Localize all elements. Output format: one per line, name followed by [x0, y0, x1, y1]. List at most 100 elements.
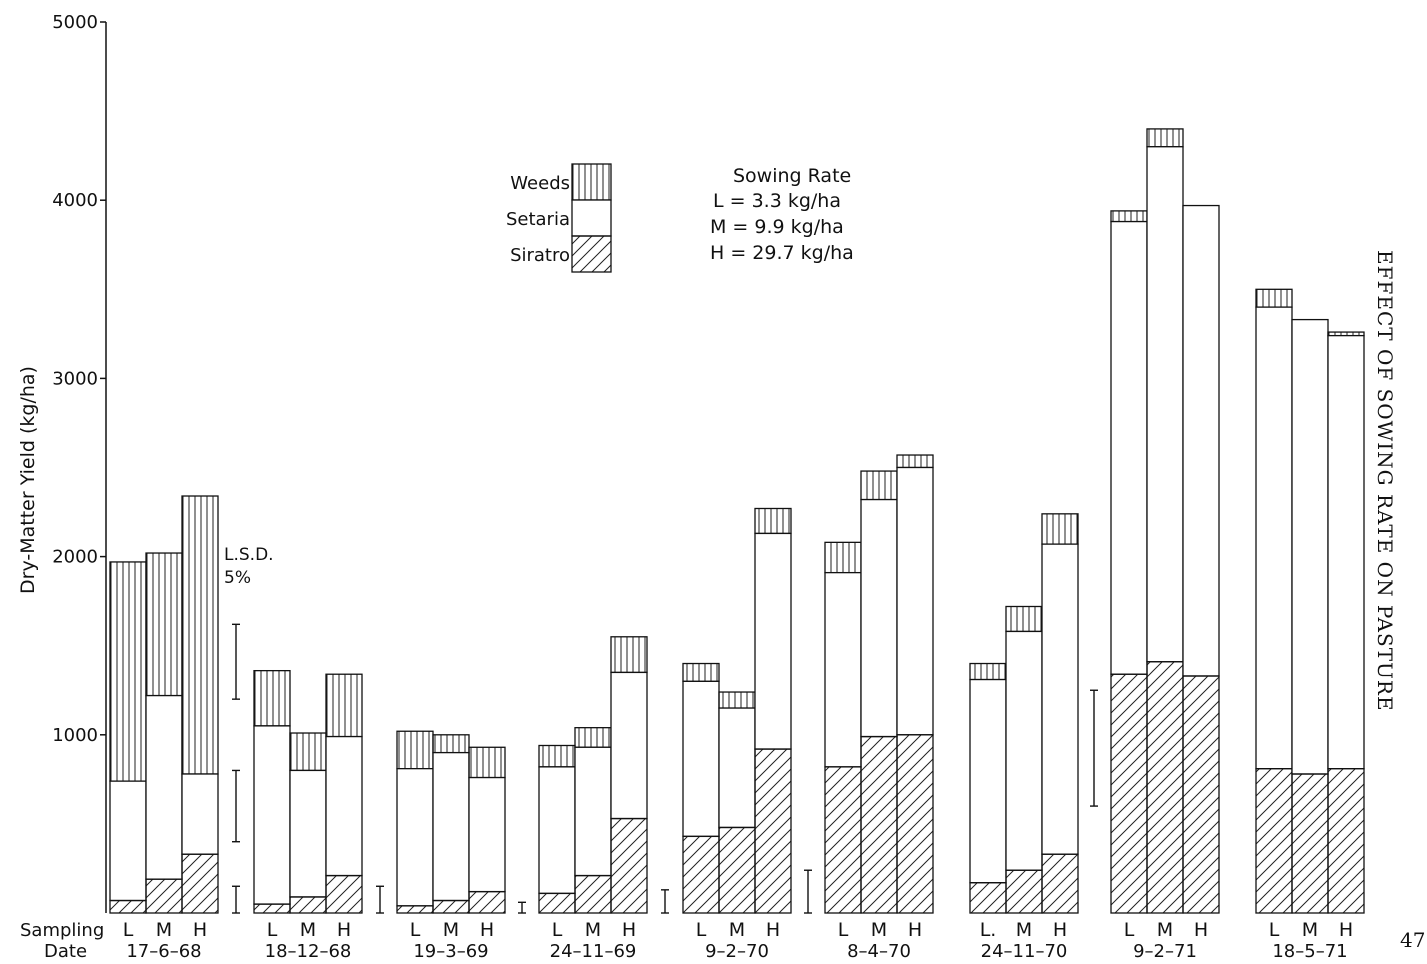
bar-group: L M H19–3–69	[396, 730, 506, 962]
bar-segment-weeds	[754, 507, 792, 535]
group-date-label: 24–11–69	[550, 941, 637, 962]
bar-segment-siratro	[754, 748, 792, 914]
bar-segment-setaria	[253, 725, 291, 905]
bar-group: L M H9–2–71	[1110, 128, 1220, 962]
group-date-label: 17–6–68	[126, 941, 201, 962]
bar-segment-siratro	[896, 734, 934, 914]
bar-segment-setaria	[1255, 306, 1293, 770]
bar-segment-setaria	[969, 678, 1007, 884]
bar-segment-siratro	[145, 878, 183, 914]
lsd-bar	[232, 769, 240, 843]
bar-segment-weeds	[574, 727, 612, 748]
bar-segment-siratro	[1182, 675, 1220, 914]
bar-segment-siratro	[1146, 661, 1184, 914]
bar-category-label: L	[696, 919, 707, 941]
bar-group: L M H18–5–71	[1255, 288, 1365, 962]
bar-segment-siratro	[1005, 869, 1043, 914]
bar-category-label: L	[552, 919, 563, 941]
bar-segment-weeds	[969, 662, 1007, 681]
bar-segment-weeds	[109, 561, 147, 782]
bar-segment-siratro	[1327, 768, 1365, 914]
bar-segment-setaria	[754, 532, 792, 750]
bar-group: L. M H24–11–70	[969, 513, 1079, 962]
bar-segment-siratro	[538, 892, 576, 914]
bar-segment-weeds	[610, 636, 648, 674]
bar-groups: L M H17–6–68L M H18–12–68L M H19–3–69L M H24–11–…	[109, 128, 1365, 962]
bar-segment-setaria	[109, 780, 147, 902]
bar-category-label: M	[443, 919, 459, 941]
bar-segment-weeds	[1146, 128, 1184, 148]
legend: Weeds Setaria Siratro	[506, 163, 612, 273]
bar-segment-siratro	[574, 874, 612, 914]
bar-category-label: M	[156, 919, 172, 941]
bar-segment-siratro	[289, 896, 327, 914]
bar-segment-setaria	[1110, 220, 1148, 675]
lsd-label-line1: L.S.D.	[224, 545, 274, 565]
side-title: EFFECT OF SOWING RATE ON PASTURE	[1373, 250, 1413, 770]
bar-segment-weeds	[682, 662, 720, 682]
group-date-label: 9–2–70	[705, 941, 769, 962]
bar-segment-siratro	[1255, 768, 1293, 914]
bar-category-label: M	[585, 919, 601, 941]
bar-category-label: M	[729, 919, 745, 941]
bar-segment-siratro	[610, 817, 648, 914]
group-date-label: 18–5–71	[1272, 941, 1347, 962]
sowing-rate-title: Sowing Rate	[733, 165, 851, 187]
bar-segment-setaria	[1041, 543, 1079, 855]
bar-segment-setaria	[538, 766, 576, 895]
bar-segment-weeds	[253, 669, 291, 727]
bar-segment-siratro	[181, 853, 219, 914]
legend-entry: Siratro	[510, 235, 612, 273]
sowing-rate-key: Sowing Rate L = 3.3 kg/ha M = 9.9 kg/ha …	[710, 165, 854, 264]
bar-segment-weeds	[468, 746, 506, 779]
bar-segment-weeds	[1110, 210, 1148, 223]
bar-category-label: M	[871, 919, 887, 941]
group-date-label: 18–12–68	[265, 941, 352, 962]
bar-category-label: L	[410, 919, 421, 941]
bar-category-label: L	[267, 919, 278, 941]
bar-segment-weeds	[1005, 605, 1043, 633]
bar-segment-siratro	[682, 835, 720, 914]
bar-segment-setaria	[1327, 334, 1365, 770]
bar-category-label: H	[1194, 919, 1208, 941]
lsd-bars	[232, 623, 1098, 914]
bar-category-label: H	[622, 919, 636, 941]
lsd-bar	[376, 885, 384, 914]
y-tick-label: 4000	[52, 190, 98, 211]
bar-segment-weeds	[181, 495, 219, 775]
bar-segment-weeds	[1255, 288, 1293, 308]
bar-segment-setaria	[1182, 204, 1220, 677]
bar-segment-setaria	[824, 571, 862, 768]
group-date-label: 24–11–70	[981, 941, 1068, 962]
bar-segment-weeds	[860, 470, 898, 501]
bar-segment-siratro	[325, 874, 363, 914]
bar-category-label: H	[193, 919, 207, 941]
bar-segment-setaria	[1005, 630, 1043, 871]
bar-group: L M H18–12–68	[253, 669, 363, 962]
group-date-label: 9–2–71	[1133, 941, 1197, 962]
bar-segment-siratro	[718, 826, 756, 914]
bar-group: L M H24–11–69	[538, 636, 648, 962]
bar-segment-setaria	[574, 746, 612, 877]
y-tick-label: 1000	[52, 725, 98, 746]
legend-label: Setaria	[506, 209, 570, 230]
bar-segment-setaria	[682, 680, 720, 838]
bar-category-label: L	[838, 919, 849, 941]
side-title-text: EFFECT OF SOWING RATE ON PASTURE	[1373, 250, 1397, 712]
bar-segment-siratro	[432, 899, 470, 914]
bar-category-label: M	[1016, 919, 1032, 941]
bar-category-label: M	[1157, 919, 1173, 941]
bar-group: L M H17–6–68	[109, 495, 219, 962]
y-axis: 1000 2000 3000 4000 5000	[52, 12, 107, 913]
bar-category-label: L	[1269, 919, 1280, 941]
y-axis-label: Dry-Matter Yield (kg/ha)	[17, 366, 39, 594]
legend-label: Siratro	[510, 245, 570, 266]
bar-segment-setaria	[860, 498, 898, 738]
bar-category-label: L	[1124, 919, 1135, 941]
bar-segment-weeds	[396, 730, 434, 770]
lsd-bar	[661, 889, 669, 914]
bar-segment-weeds	[824, 541, 862, 574]
bar-segment-siratro	[969, 882, 1007, 914]
bar-segment-setaria	[1291, 318, 1329, 775]
bar-category-label: H	[1053, 919, 1067, 941]
